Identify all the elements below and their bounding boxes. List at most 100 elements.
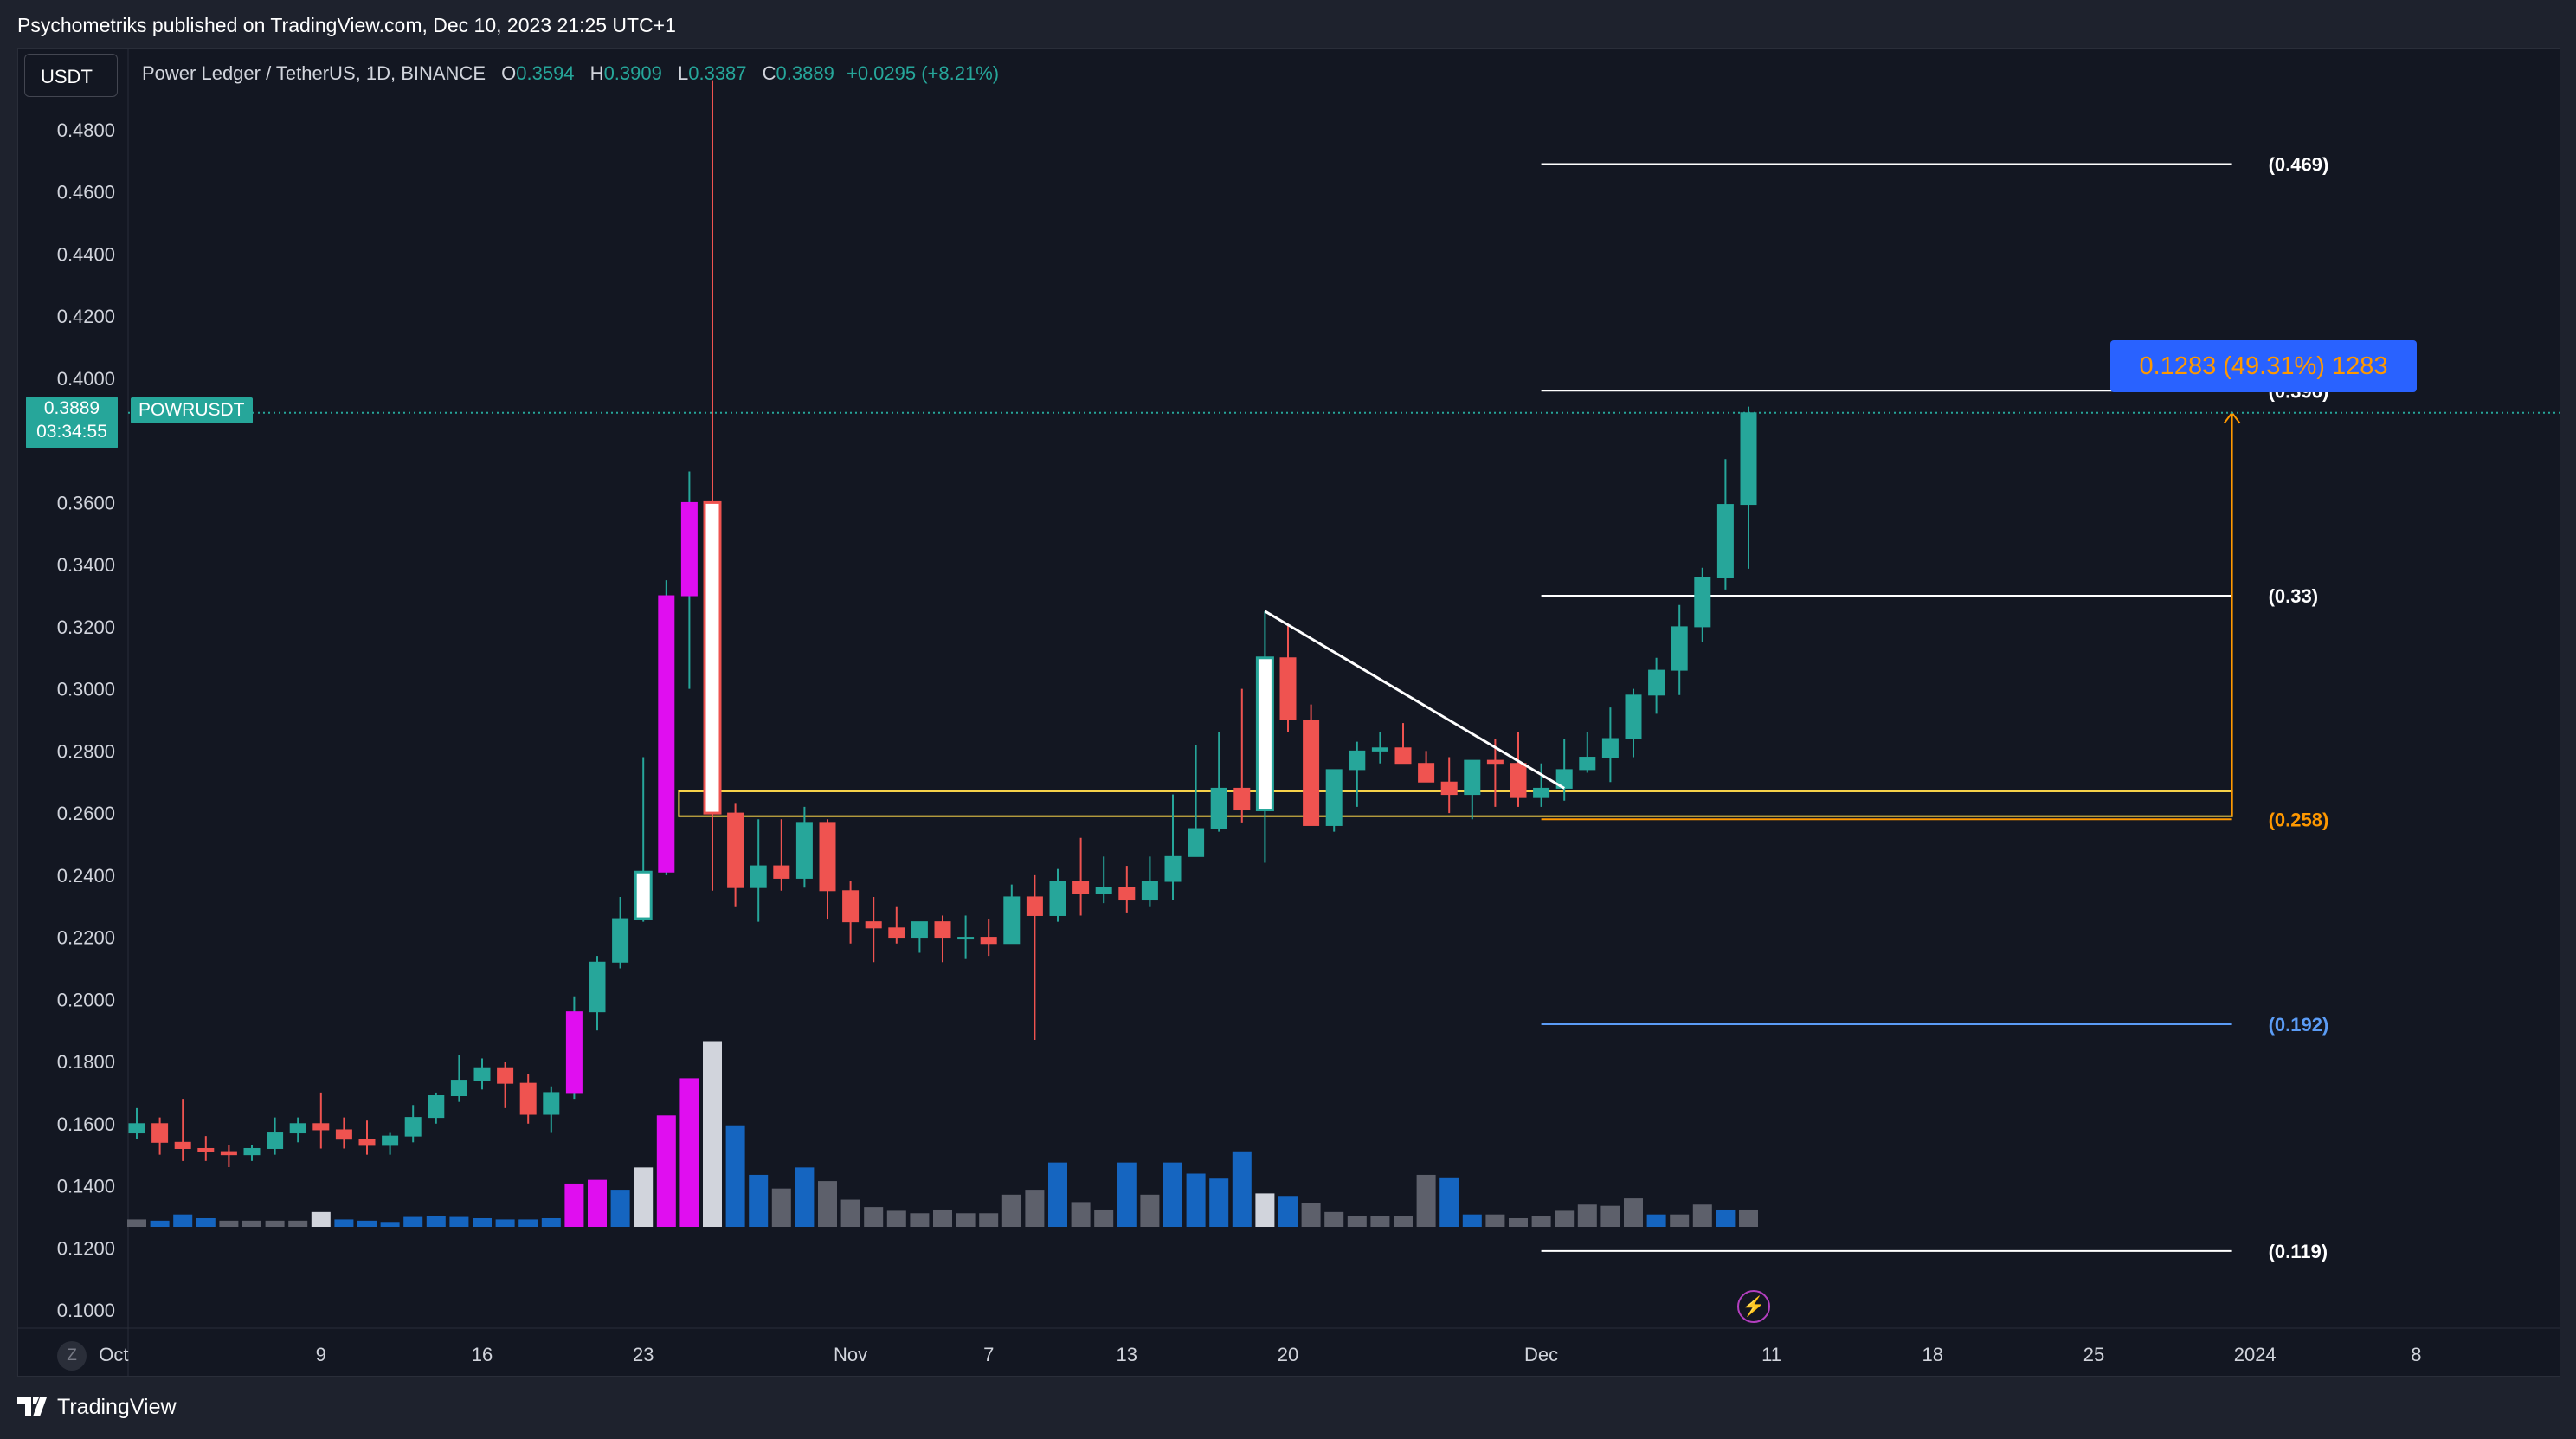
y-tick-label: 0.4800: [57, 119, 115, 141]
x-tick-label: 2024: [2234, 1344, 2277, 1365]
candle-body: [243, 1147, 261, 1156]
volume-bar: [1531, 1216, 1551, 1227]
candle-body: [1325, 769, 1343, 826]
volume-bar: [725, 1125, 745, 1227]
footer-brand[interactable]: TradingView: [57, 1395, 177, 1419]
volume-bar: [679, 1078, 699, 1227]
candle-body: [174, 1141, 191, 1149]
y-tick-label: 0.3400: [57, 554, 115, 576]
volume-bar: [219, 1220, 239, 1227]
legend-low: 0.3387: [688, 62, 747, 84]
fib-level-label: (0.469): [2269, 153, 2329, 175]
x-tick-label: 20: [1278, 1344, 1298, 1365]
volume-bar: [886, 1210, 906, 1227]
candle-body: [773, 865, 790, 879]
candle-body: [911, 921, 928, 939]
candle-body: [1303, 720, 1320, 826]
candle-body: [382, 1135, 399, 1146]
volume-bar: [1370, 1216, 1390, 1227]
volume-bar: [196, 1217, 216, 1227]
candle-body: [1394, 747, 1412, 765]
y-tick-label: 0.1400: [57, 1176, 115, 1197]
candle-body: [197, 1147, 215, 1152]
timezone-z-button[interactable]: Z: [57, 1341, 87, 1371]
volume-bar: [449, 1216, 469, 1227]
y-tick-label: 0.2200: [57, 927, 115, 949]
candle-body: [473, 1067, 491, 1081]
volume-bar: [1186, 1173, 1206, 1227]
candle-body: [750, 865, 767, 888]
volume-bar: [288, 1220, 308, 1227]
x-tick-label: 11: [1761, 1344, 1781, 1365]
x-tick-label: 8: [2411, 1344, 2421, 1365]
volume-bar: [703, 1041, 722, 1227]
chart-frame[interactable]: 0.4800 0.4600 0.4400 0.4200 0.4000 0.3600 0.34…: [17, 48, 2560, 1377]
y-tick-label: 0.4200: [57, 306, 115, 327]
candle-body: [634, 870, 653, 920]
volume-bar: [173, 1214, 193, 1227]
volume-bar: [1577, 1204, 1597, 1227]
candle-body: [1648, 669, 1665, 696]
volume-bar: [1439, 1177, 1459, 1227]
volume-bar: [1232, 1151, 1252, 1227]
legend-high-label: H: [589, 62, 604, 84]
volume-bar: [1485, 1214, 1505, 1227]
volume-bar: [656, 1115, 676, 1227]
currency-button[interactable]: USDT: [24, 54, 118, 97]
candle-body: [612, 918, 629, 963]
volume-bar: [127, 1219, 146, 1227]
bar-countdown: 03:34:55: [36, 422, 107, 442]
fib-level-label: (0.258): [2269, 809, 2329, 830]
volume-bar: [150, 1220, 170, 1227]
candle-body: [980, 937, 997, 945]
volume-bar: [956, 1213, 976, 1227]
candle-body: [220, 1151, 237, 1156]
legend-change: +0.0295 (+8.21%): [846, 62, 1000, 84]
y-tick-label: 0.1600: [57, 1113, 115, 1135]
volume-bar: [1646, 1214, 1666, 1227]
tradingview-logo-icon[interactable]: [17, 1397, 52, 1416]
candle-body: [1349, 750, 1366, 771]
volume-bar: [1255, 1193, 1275, 1227]
candle-body: [128, 1123, 145, 1134]
candle-body: [1579, 757, 1596, 771]
volume-bar: [818, 1181, 837, 1227]
candle-body: [1141, 881, 1158, 901]
candle-body: [1279, 657, 1297, 721]
x-tick-label: 9: [316, 1344, 326, 1365]
fib-level-label: (0.192): [2269, 1014, 2329, 1036]
volume-bar: [795, 1167, 815, 1227]
legend-high: 0.3909: [603, 62, 662, 84]
candle-body: [865, 921, 882, 929]
candle-body: [565, 1011, 583, 1094]
volume-bar: [1209, 1178, 1229, 1227]
volume-bar: [1670, 1214, 1690, 1227]
footer-bar: [0, 1377, 2576, 1439]
candle-body: [289, 1123, 306, 1134]
volume-bar: [1692, 1204, 1712, 1227]
candle-body: [1210, 787, 1227, 829]
volume-bar: [840, 1199, 860, 1227]
candle-body: [1418, 763, 1435, 783]
volume-bar: [1163, 1162, 1182, 1227]
volume-bar: [1001, 1194, 1021, 1227]
candle-body: [1164, 855, 1182, 882]
candle-body: [842, 890, 860, 923]
x-tick-label: 16: [472, 1344, 493, 1365]
flash-event-icon[interactable]: ⚡: [1737, 1290, 1770, 1323]
volume-bar: [1301, 1203, 1321, 1227]
volume-bar: [1555, 1210, 1575, 1227]
volume-bar: [1739, 1209, 1758, 1227]
volume-bar: [910, 1213, 930, 1227]
x-tick-label: Dec: [1524, 1344, 1558, 1365]
y-tick-label: 0.2000: [57, 989, 115, 1010]
price-chart[interactable]: 0.4800 0.4600 0.4400 0.4200 0.4000 0.3600 0.34…: [18, 49, 2560, 1376]
measure-label[interactable]: 0.1283 (49.31%) 1283: [2110, 340, 2417, 392]
y-tick-label: 0.1200: [57, 1237, 115, 1259]
legend-close-label: C: [762, 62, 776, 84]
volume-bar: [1509, 1217, 1528, 1227]
volume-bar: [1140, 1194, 1160, 1227]
legend-symbol: Power Ledger / TetherUS, 1D, BINANCE: [142, 62, 486, 84]
volume-bar: [1600, 1205, 1620, 1227]
volume-bar: [610, 1190, 630, 1227]
